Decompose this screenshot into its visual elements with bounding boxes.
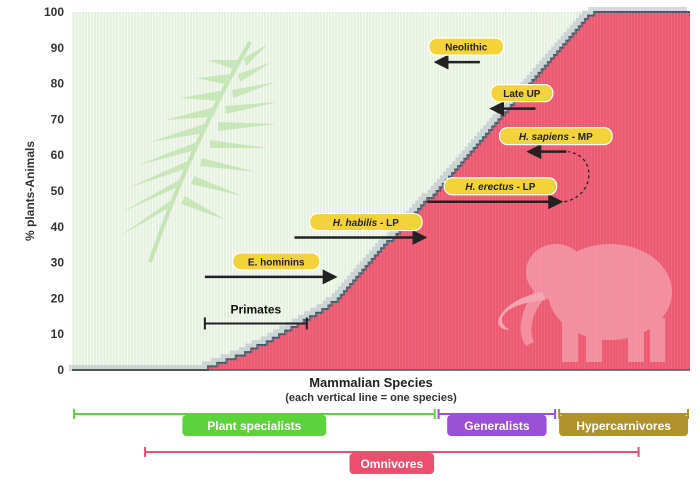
annotation-pill <box>309 212 423 232</box>
y-tick-label: 80 <box>51 77 65 91</box>
y-tick-label: 60 <box>51 148 65 162</box>
y-tick-label: 20 <box>51 291 65 305</box>
category-brackets: Plant specialists Generalists Hypercarnivo… <box>73 409 689 474</box>
dashed-connector <box>564 150 590 203</box>
y-tick-label: 0 <box>57 363 64 377</box>
annotation-label-rest: - MP <box>569 132 593 143</box>
category-badge <box>447 415 547 436</box>
y-tick-label: 90 <box>51 41 65 55</box>
palm-leaf-icon <box>120 41 278 263</box>
x-axis-label: Mammalian Species <box>309 375 433 390</box>
y-tick-label: 30 <box>51 256 65 270</box>
x-axis-sublabel: (each vertical line = one species) <box>285 392 457 404</box>
annotation-pill <box>499 127 613 146</box>
y-tick-label: 40 <box>51 220 65 234</box>
category-badge <box>349 453 435 474</box>
annotation-label-rest: - LP <box>377 218 399 229</box>
mammoth-icon <box>498 244 672 362</box>
y-axis-label: % plants-Animals <box>23 141 37 241</box>
category-badge <box>559 415 689 436</box>
annotation-label-italic: H. habilis <box>333 218 378 229</box>
annotation-pill <box>428 37 505 56</box>
annotation-pill <box>490 84 554 103</box>
annotation-label: H. sapiens - MP <box>519 132 593 143</box>
y-tick-label: 10 <box>51 327 65 341</box>
category-label: Omnivores <box>360 457 423 471</box>
annotation-label: E. hominins <box>248 257 305 268</box>
y-tick-label: 100 <box>44 5 64 19</box>
annotation-label-italic: H. sapiens <box>519 132 569 143</box>
y-tick-label: 50 <box>51 184 65 198</box>
annotation-label: Neolithic <box>445 43 488 54</box>
primates-label: Primates <box>231 302 282 316</box>
y-tick-label: 70 <box>51 112 65 126</box>
annotation-pill <box>443 177 558 196</box>
category-badge <box>182 415 327 436</box>
annotation-pill <box>231 252 321 271</box>
axes: 0 10 20 30 40 50 60 70 80 90 100 % plants-Animals Ma… <box>23 5 690 404</box>
annotation-label: Late UP <box>503 89 541 100</box>
category-label: Plant specialists <box>207 419 301 433</box>
category-label: Hypercarnivores <box>576 419 671 433</box>
annotation-label: H. erectus - LP <box>465 182 535 193</box>
annotations: Neolithic Late UP H. sapiens - MP H. erectu… <box>203 37 613 330</box>
annotation-label-rest: - LP <box>514 182 536 193</box>
annotation-label: H. habilis - LP <box>333 218 399 229</box>
category-label: Generalists <box>464 419 530 433</box>
annotation-label-italic: H. erectus <box>465 182 514 193</box>
